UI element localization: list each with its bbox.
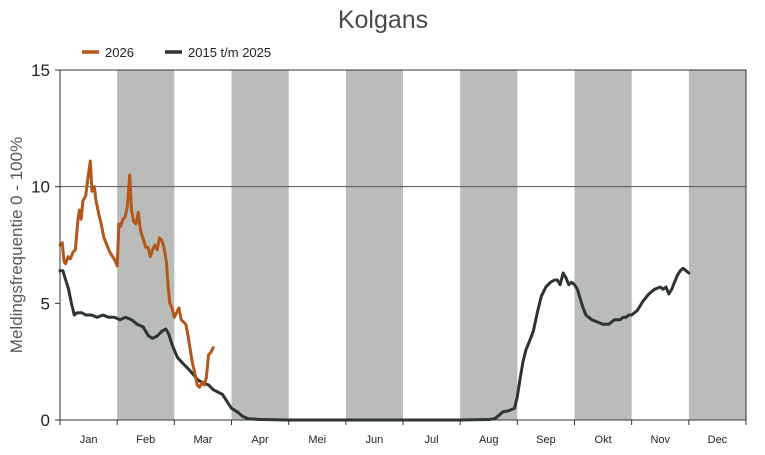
x-tick-label-aug: Aug bbox=[479, 434, 499, 446]
month-band-aug bbox=[460, 70, 518, 420]
month-band-okt bbox=[574, 70, 632, 420]
y-axis: 0 5 10 15 bbox=[31, 61, 60, 430]
series-line-0 bbox=[58, 159, 215, 389]
x-tick-label-mar: Mar bbox=[193, 434, 212, 446]
series-layer bbox=[58, 159, 691, 422]
x-tick-label-feb: Feb bbox=[136, 434, 155, 446]
x-tick-label-dec: Dec bbox=[708, 434, 728, 446]
month-band-apr bbox=[231, 70, 289, 420]
x-axis: Jan Feb Mar Apr Mei Jun Jul Aug Sep Okt Nov Dec bbox=[59, 420, 747, 446]
x-tick-label-nov: Nov bbox=[650, 434, 670, 446]
month-band-dec bbox=[688, 70, 746, 420]
x-tick-label-okt: Okt bbox=[595, 434, 612, 446]
x-tick-label-apr: Apr bbox=[252, 434, 269, 446]
y-tick-label: 15 bbox=[31, 61, 50, 80]
chart-title: Kolgans bbox=[338, 6, 428, 34]
y-tick-label: 5 bbox=[41, 294, 50, 313]
legend-label-0: 2026 bbox=[105, 45, 134, 60]
month-bands bbox=[117, 70, 746, 420]
x-tick-label-jul: Jul bbox=[425, 434, 439, 446]
legend: 2026 2015 t/m 2025 bbox=[82, 45, 271, 60]
month-band-jun bbox=[345, 70, 403, 420]
legend-label-1: 2015 t/m 2025 bbox=[188, 45, 271, 60]
x-tick-label-jun: Jun bbox=[366, 434, 384, 446]
y-tick-label: 10 bbox=[31, 178, 50, 197]
y-tick-label: 0 bbox=[41, 411, 50, 430]
x-tick-label-jan: Jan bbox=[80, 434, 98, 446]
series-line-1 bbox=[58, 266, 691, 422]
x-tick-label-mei: Mei bbox=[308, 434, 326, 446]
x-tick-label-sep: Sep bbox=[536, 434, 556, 446]
y-axis-label: Meldingsfrequentie 0 - 100% bbox=[7, 137, 26, 353]
